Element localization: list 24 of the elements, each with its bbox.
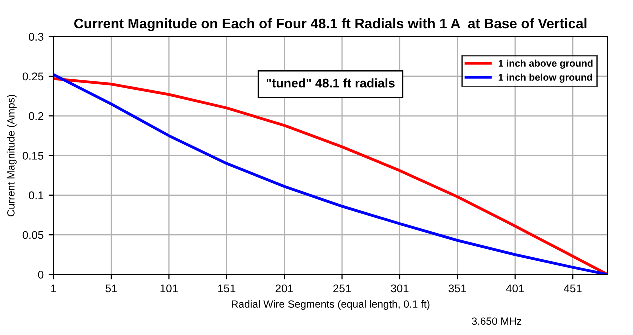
x-tick-label: 251 <box>334 284 352 293</box>
x-tick-label: 51 <box>106 284 118 293</box>
annotation: "tuned" 48.1 ft radials <box>266 78 395 88</box>
legend-label: 1 inch above ground <box>498 60 593 69</box>
y-tick-label: 0.3 <box>29 33 44 41</box>
y-tick-label: 0.15 <box>22 152 44 160</box>
y-tick-label: 0.05 <box>22 231 44 240</box>
y-tick-label: 0.25 <box>22 72 44 81</box>
y-tick-label: 0.1 <box>29 192 44 200</box>
x-tick-label: 151 <box>218 284 236 293</box>
legend-label: 1 inch below ground <box>498 74 592 83</box>
text: 3.650 MHz <box>472 318 522 326</box>
x-tick-label: 201 <box>276 284 294 293</box>
x-tick-label: 301 <box>391 284 409 293</box>
chart-title: Current Magnitude on Each of Four 48.1 ft Radials with 1 A at Base of Vertical <box>74 18 587 32</box>
x-tick-label: 451 <box>564 284 582 293</box>
x-tick-label: 401 <box>506 284 524 293</box>
y-axis-title: Current Magnitude (Amps) <box>7 95 17 217</box>
y-tick-label: 0 <box>38 270 44 279</box>
x-tick-label: 351 <box>448 284 466 293</box>
x-tick-label: 101 <box>160 284 178 293</box>
x-axis-title: Radial Wire Segments (equal length, 0.1 ft) <box>232 300 430 310</box>
x-tick-label: 1 <box>52 284 56 292</box>
y-tick-label: 0.2 <box>29 112 44 120</box>
